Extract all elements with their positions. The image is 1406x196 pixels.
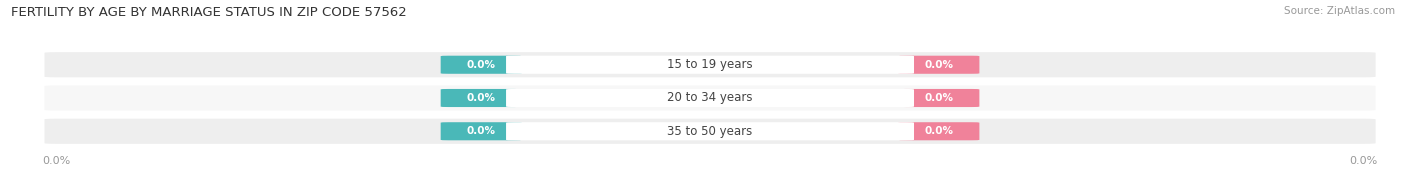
Text: 15 to 19 years: 15 to 19 years xyxy=(668,58,752,71)
Text: 0.0%: 0.0% xyxy=(467,126,496,136)
Text: 0.0%: 0.0% xyxy=(467,60,496,70)
Text: 0.0%: 0.0% xyxy=(924,93,953,103)
FancyBboxPatch shape xyxy=(45,119,1375,144)
Text: 20 to 34 years: 20 to 34 years xyxy=(668,92,752,104)
FancyBboxPatch shape xyxy=(898,122,980,140)
Text: Source: ZipAtlas.com: Source: ZipAtlas.com xyxy=(1284,6,1395,16)
Legend: Married, Unmarried: Married, Unmarried xyxy=(621,192,799,196)
FancyBboxPatch shape xyxy=(506,56,914,74)
FancyBboxPatch shape xyxy=(45,52,1375,77)
Text: 0.0%: 0.0% xyxy=(924,126,953,136)
FancyBboxPatch shape xyxy=(440,56,522,74)
FancyBboxPatch shape xyxy=(506,89,914,107)
FancyBboxPatch shape xyxy=(898,56,980,74)
FancyBboxPatch shape xyxy=(898,89,980,107)
FancyBboxPatch shape xyxy=(45,85,1375,111)
FancyBboxPatch shape xyxy=(440,122,522,140)
Text: FERTILITY BY AGE BY MARRIAGE STATUS IN ZIP CODE 57562: FERTILITY BY AGE BY MARRIAGE STATUS IN Z… xyxy=(11,6,406,19)
FancyBboxPatch shape xyxy=(440,89,522,107)
Text: 0.0%: 0.0% xyxy=(924,60,953,70)
Text: 35 to 50 years: 35 to 50 years xyxy=(668,125,752,138)
FancyBboxPatch shape xyxy=(506,122,914,140)
Text: 0.0%: 0.0% xyxy=(467,93,496,103)
